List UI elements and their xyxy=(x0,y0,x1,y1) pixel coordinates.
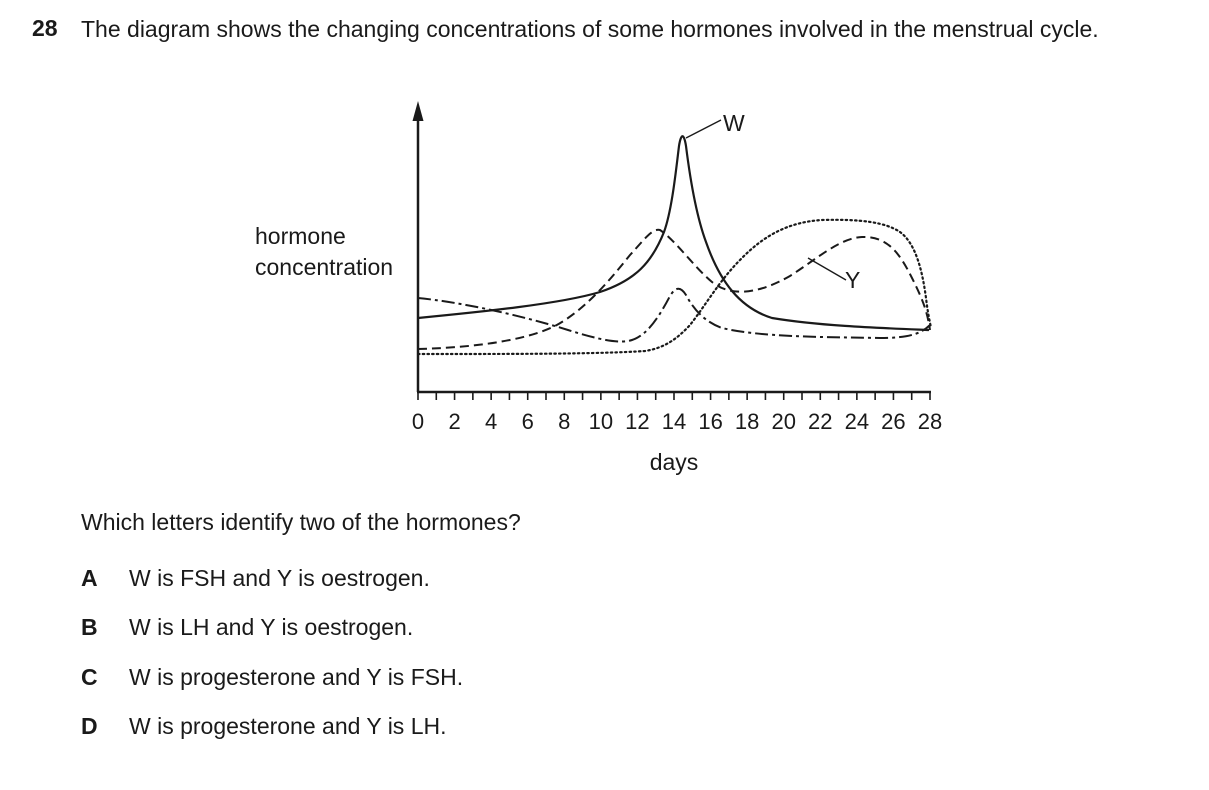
x-axis-tick-label: 4 xyxy=(485,409,497,434)
x-axis-tick-label: 16 xyxy=(698,409,722,434)
x-axis-tick-label: 20 xyxy=(771,409,795,434)
y-axis-label: hormone concentration xyxy=(255,221,393,283)
x-axis-tick-label: 14 xyxy=(662,409,686,434)
x-axis-tick-label: 12 xyxy=(625,409,649,434)
y-axis-arrowhead xyxy=(412,101,424,121)
x-axis-tick-label: 22 xyxy=(808,409,832,434)
x-axis-tick-label: 28 xyxy=(918,409,942,434)
x-axis-tick-label: 6 xyxy=(522,409,534,434)
option-c-letter: C xyxy=(81,664,98,690)
x-axis-tick-label: 18 xyxy=(735,409,759,434)
option-a-text: W is FSH and Y is oestrogen. xyxy=(129,565,430,591)
question-number: 28 xyxy=(32,15,58,41)
option-d-text: W is progesterone and Y is LH. xyxy=(129,713,447,739)
curve-dotted xyxy=(416,218,933,356)
option-b-letter: B xyxy=(81,614,98,640)
x-axis-ticks xyxy=(417,392,931,400)
x-axis-label: days xyxy=(650,449,699,475)
y-axis-label-line1: hormone xyxy=(255,223,346,249)
question-prompt: Which letters identify two of the hormon… xyxy=(81,509,521,535)
y-axis-label-line2: concentration xyxy=(255,254,394,280)
x-axis-tick-label: 0 xyxy=(412,409,424,434)
option-d-letter: D xyxy=(81,713,98,739)
question-stem: The diagram shows the changing concentra… xyxy=(81,16,1099,42)
hormone-graph: 0 2 4 6 8 10 12 14 16 18 20 22 24 26 28 days W Y xyxy=(412,101,942,475)
curve-w-solid xyxy=(417,135,930,332)
x-axis-tick-labels: 0 2 4 6 8 10 12 14 16 18 20 22 24 26 28 xyxy=(412,409,942,434)
label-w: W xyxy=(723,110,745,136)
label-w-leader xyxy=(685,119,722,139)
curve-y-dashed xyxy=(417,228,931,350)
label-y-leader xyxy=(807,257,847,281)
label-y: Y xyxy=(845,267,860,293)
x-axis-tick-label: 26 xyxy=(881,409,905,434)
option-b-text: W is LH and Y is oestrogen. xyxy=(129,614,414,640)
option-a-letter: A xyxy=(81,565,98,591)
x-axis-tick-label: 24 xyxy=(845,409,869,434)
x-axis-tick-label: 10 xyxy=(589,409,613,434)
x-axis-tick-label: 8 xyxy=(558,409,570,434)
curve-dot-dash xyxy=(417,287,931,343)
option-c-text: W is progesterone and Y is FSH. xyxy=(129,664,464,690)
x-axis-tick-label: 2 xyxy=(448,409,460,434)
